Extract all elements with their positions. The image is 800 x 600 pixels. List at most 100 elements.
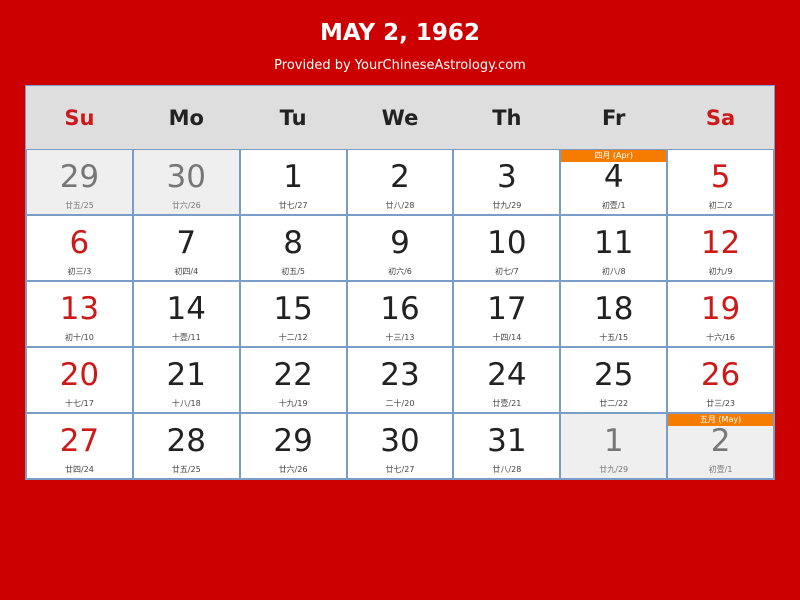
- day-number: 1: [283, 159, 303, 195]
- day-number: 10: [487, 225, 527, 261]
- week-row: 20 十七/17 21 十八/18 22 十九/19 23 二十/20 24 廿壹/21 25 廿二/…: [26, 347, 774, 413]
- week-row: 6 初三/3 7 初四/4 8 初五/5 9 初六/6 10 初七/7 11 初八/8 12 初九/9: [26, 215, 774, 281]
- day-number: 14: [166, 291, 206, 327]
- day-number: 20: [59, 357, 100, 393]
- day-number: 12: [700, 225, 741, 261]
- day-cell[interactable]: 20 十七/17: [26, 347, 133, 413]
- lunar-date: 二十/20: [385, 399, 415, 408]
- lunar-date: 初十/10: [64, 333, 94, 342]
- lunar-date: 廿壹/21: [492, 399, 522, 408]
- day-cell[interactable]: 26 廿三/23: [667, 347, 774, 413]
- day-cell[interactable]: 23 二十/20: [346, 347, 454, 413]
- day-number: 16: [380, 291, 420, 327]
- day-cell[interactable]: 9 初六/6: [346, 215, 454, 281]
- lunar-date: 十二/12: [278, 333, 308, 342]
- lunar-date: 廿九/29: [492, 201, 522, 210]
- day-number: 29: [273, 423, 313, 459]
- day-cell[interactable]: 14 十壹/11: [132, 281, 240, 347]
- day-cell[interactable]: 24 廿壹/21: [453, 347, 561, 413]
- day-cell[interactable]: 31 廿八/28: [453, 413, 561, 479]
- day-cell[interactable]: 6 初三/3: [26, 215, 133, 281]
- lunar-date: 廿九/29: [599, 465, 629, 474]
- calendar-body: 29 廿五/25 30 廿六/26 1 廿七/27 2 廿八/28 3 廿九/29 四月 (Apr)…: [26, 149, 774, 479]
- lunar-date: 十五/15: [599, 333, 629, 342]
- day-number: 5: [710, 159, 731, 195]
- page-title: MAY 2, 1962: [320, 20, 480, 46]
- day-cell[interactable]: 16 十三/13: [346, 281, 454, 347]
- lunar-date: 廿六/26: [171, 201, 201, 210]
- lunar-month-tag: 五月 (May): [668, 414, 773, 426]
- day-cell[interactable]: 8 初五/5: [239, 215, 347, 281]
- week-row: 13 初十/10 14 十壹/11 15 十二/12 16 十三/13 17 十四/14 18 十五/…: [26, 281, 774, 347]
- day-cell[interactable]: 30 廿七/27: [346, 413, 454, 479]
- weekday-fr: Fr: [602, 105, 626, 130]
- day-cell[interactable]: 3 廿九/29: [453, 149, 561, 215]
- day-number: 30: [380, 423, 420, 459]
- day-number: 7: [176, 225, 197, 261]
- lunar-date: 廿七/27: [278, 201, 308, 210]
- day-number: 21: [166, 357, 206, 393]
- day-cell[interactable]: 10 初七/7: [453, 215, 561, 281]
- weekday-sa: Sa: [705, 105, 736, 130]
- lunar-date: 初二/2: [708, 201, 733, 210]
- day-cell[interactable]: 25 廿二/22: [560, 347, 668, 413]
- day-cell[interactable]: 30 廿六/26: [132, 149, 240, 215]
- day-cell[interactable]: 7 初四/4: [132, 215, 240, 281]
- day-cell[interactable]: 19 十六/16: [667, 281, 774, 347]
- day-cell[interactable]: 21 十八/18: [132, 347, 240, 413]
- lunar-date: 廿二/22: [599, 399, 629, 408]
- lunar-date: 十壹/11: [171, 333, 201, 342]
- day-number: 23: [380, 357, 420, 393]
- lunar-date: 十八/18: [171, 399, 201, 408]
- day-number: 19: [700, 291, 741, 327]
- lunar-date: 廿八/28: [492, 465, 522, 474]
- day-cell[interactable]: 27 廿四/24: [26, 413, 133, 479]
- subtitle: Provided by YourChineseAstrology.com: [274, 58, 526, 73]
- day-cell[interactable]: 四月 (Apr) 4 初壹/1: [560, 149, 668, 215]
- day-number: 2: [710, 423, 731, 459]
- lunar-date: 廿七/27: [385, 465, 415, 474]
- day-number: 29: [59, 159, 100, 195]
- day-cell[interactable]: 5 初二/2: [667, 149, 774, 215]
- day-cell[interactable]: 1 廿七/27: [239, 149, 347, 215]
- day-number: 2: [390, 159, 410, 195]
- lunar-date: 廿四/24: [64, 465, 94, 474]
- lunar-date: 廿三/23: [706, 399, 735, 408]
- day-number: 13: [59, 291, 100, 327]
- day-number: 30: [166, 159, 206, 195]
- day-cell[interactable]: 17 十四/14: [453, 281, 561, 347]
- day-cell[interactable]: 12 初九/9: [667, 215, 774, 281]
- weekday-tu: Tu: [279, 105, 307, 130]
- day-cell[interactable]: 2 廿八/28: [346, 149, 454, 215]
- day-cell[interactable]: 五月 (May) 2 初壹/1: [667, 413, 774, 479]
- week-row: 29 廿五/25 30 廿六/26 1 廿七/27 2 廿八/28 3 廿九/29 四月 (Apr)…: [26, 149, 774, 215]
- day-cell[interactable]: 28 廿五/25: [132, 413, 240, 479]
- weekday-we: We: [381, 105, 419, 130]
- lunar-date: 初六/6: [388, 267, 412, 276]
- lunar-date: 十七/17: [64, 399, 94, 408]
- day-cell[interactable]: 11 初八/8: [560, 215, 668, 281]
- day-cell[interactable]: 18 十五/15: [560, 281, 668, 347]
- day-cell[interactable]: 13 初十/10: [26, 281, 133, 347]
- day-number: 15: [273, 291, 313, 327]
- day-number: 17: [487, 291, 527, 327]
- day-number: 22: [273, 357, 313, 393]
- day-number: 27: [59, 423, 100, 459]
- weekday-th: Th: [492, 105, 522, 130]
- lunar-date: 廿五/25: [64, 201, 94, 210]
- lunar-date: 初壹/1: [708, 465, 733, 474]
- day-number: 24: [487, 357, 527, 393]
- day-cell[interactable]: 29 廿六/26: [239, 413, 347, 479]
- lunar-date: 初八/8: [601, 267, 626, 276]
- day-cell[interactable]: 1 廿九/29: [560, 413, 668, 479]
- day-number: 31: [487, 423, 527, 459]
- day-cell[interactable]: 29 廿五/25: [26, 149, 133, 215]
- lunar-date: 初七/7: [494, 267, 519, 276]
- day-cell[interactable]: 15 十二/12: [239, 281, 347, 347]
- day-number: 3: [496, 159, 517, 195]
- day-cell[interactable]: 22 十九/19: [239, 347, 347, 413]
- lunar-date: 十六/16: [706, 333, 735, 342]
- calendar: Su Mo Tu We Th Fr Sa 29 廿五/25 30 廿六/26 1 廿七/27 2 廿八/2…: [25, 85, 775, 480]
- lunar-date: 初壹/1: [601, 201, 626, 210]
- week-row: 27 廿四/24 28 廿五/25 29 廿六/26 30 廿七/27 31 廿八/28 1 廿九/2…: [26, 413, 774, 479]
